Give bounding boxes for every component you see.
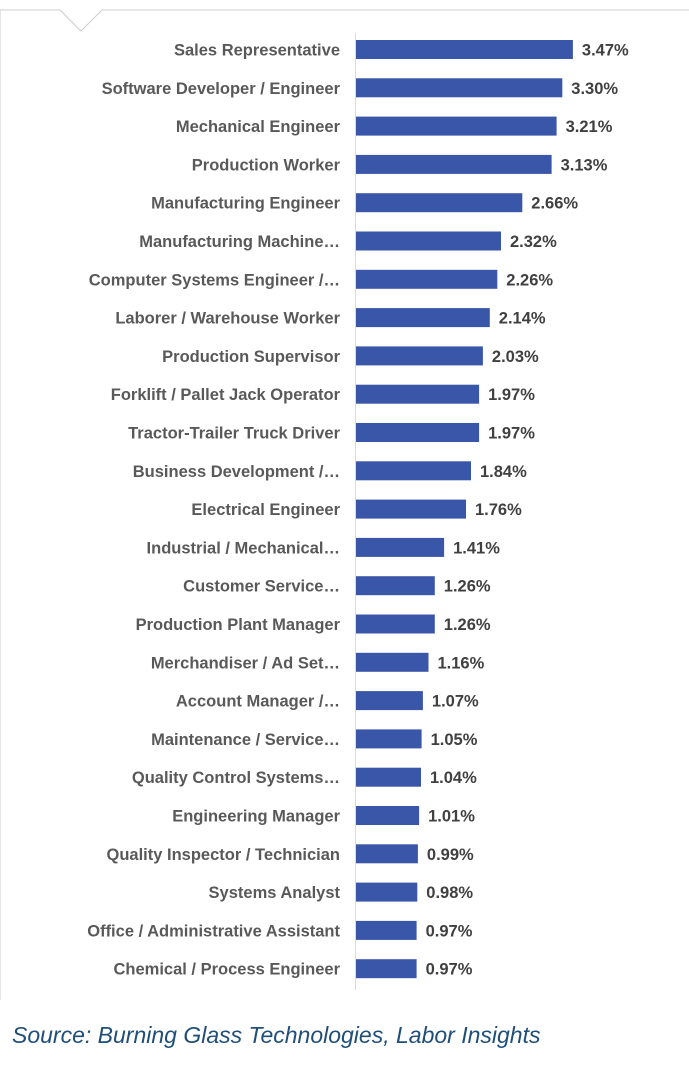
bar [356, 537, 445, 557]
value-label: 1.76% [475, 501, 522, 519]
bar [356, 729, 422, 749]
category-label: Chemical / Process Engineer [113, 961, 340, 979]
value-label: 1.26% [444, 578, 491, 596]
bar [356, 844, 418, 864]
value-label: 1.97% [488, 386, 535, 404]
bar [356, 691, 423, 711]
category-label: Account Manager /… [176, 693, 340, 711]
value-label: 1.01% [428, 808, 475, 826]
value-label: 3.30% [571, 80, 618, 98]
value-label: 0.97% [426, 961, 473, 979]
category-label: Mechanical Engineer [176, 118, 341, 136]
bar [356, 384, 480, 404]
category-label: Office / Administrative Assistant [87, 922, 340, 940]
bar [356, 116, 557, 136]
bar [356, 308, 490, 328]
source-note: Source: Burning Glass Technologies, Labo… [12, 1022, 541, 1048]
bar [356, 78, 563, 98]
category-label: Production Supervisor [162, 348, 340, 366]
category-label: Engineering Manager [172, 808, 340, 826]
bar [356, 806, 420, 825]
category-label: Quality Inspector / Technician [107, 846, 341, 864]
bar [356, 40, 573, 59]
value-label: 0.99% [427, 846, 474, 864]
bar [356, 614, 435, 634]
category-label: Business Development /… [133, 463, 340, 481]
bar [356, 652, 429, 672]
bar [356, 193, 523, 213]
category-label: Electrical Engineer [191, 501, 340, 519]
value-label: 1.07% [432, 693, 479, 711]
category-label: Maintenance / Service… [151, 731, 340, 749]
value-label: 2.66% [531, 195, 578, 213]
category-label: Tractor-Trailer Truck Driver [128, 425, 340, 443]
value-label: 2.32% [510, 233, 557, 251]
value-label: 1.16% [438, 654, 485, 672]
bar [356, 346, 483, 366]
value-label: 1.05% [431, 731, 478, 749]
value-label: 1.26% [444, 616, 491, 634]
category-label: Industrial / Mechanical… [147, 539, 340, 557]
value-label: 3.47% [582, 42, 629, 60]
frame-border [0, 9, 689, 1000]
category-label: Manufacturing Machine… [139, 233, 340, 251]
category-label: Customer Service… [183, 578, 340, 596]
value-label: 3.21% [566, 118, 613, 136]
bar [356, 231, 501, 251]
value-label: 1.97% [488, 425, 535, 443]
category-label: Laborer / Warehouse Worker [115, 310, 340, 328]
value-label: 1.04% [430, 769, 477, 787]
category-label: Production Plant Manager [136, 616, 341, 634]
value-label: 0.98% [426, 884, 473, 902]
category-label: Sales Representative [174, 42, 340, 60]
value-label: 0.97% [426, 922, 473, 940]
value-label: 3.13% [561, 156, 608, 174]
category-label: Manufacturing Engineer [151, 195, 340, 213]
category-label: Systems Analyst [209, 884, 341, 902]
bar [356, 882, 418, 902]
value-label: 2.14% [499, 310, 546, 328]
value-label: 1.41% [453, 539, 500, 557]
value-label: 1.84% [480, 463, 527, 481]
bar [356, 576, 435, 596]
bar [356, 499, 466, 519]
bar [356, 920, 417, 940]
value-label: 2.03% [492, 348, 539, 366]
category-label: Computer Systems Engineer /… [89, 271, 340, 289]
bar [356, 269, 498, 289]
category-label: Quality Control Systems… [132, 769, 340, 787]
value-label: 2.26% [506, 271, 553, 289]
bar [356, 959, 417, 979]
bar [356, 423, 480, 442]
bar [356, 154, 552, 174]
bar [356, 767, 421, 787]
category-label: Software Developer / Engineer [102, 80, 341, 98]
bar [356, 461, 471, 481]
category-label: Production Worker [192, 156, 341, 174]
category-label: Forklift / Pallet Jack Operator [111, 386, 341, 404]
category-label: Merchandiser / Ad Set… [151, 654, 340, 672]
